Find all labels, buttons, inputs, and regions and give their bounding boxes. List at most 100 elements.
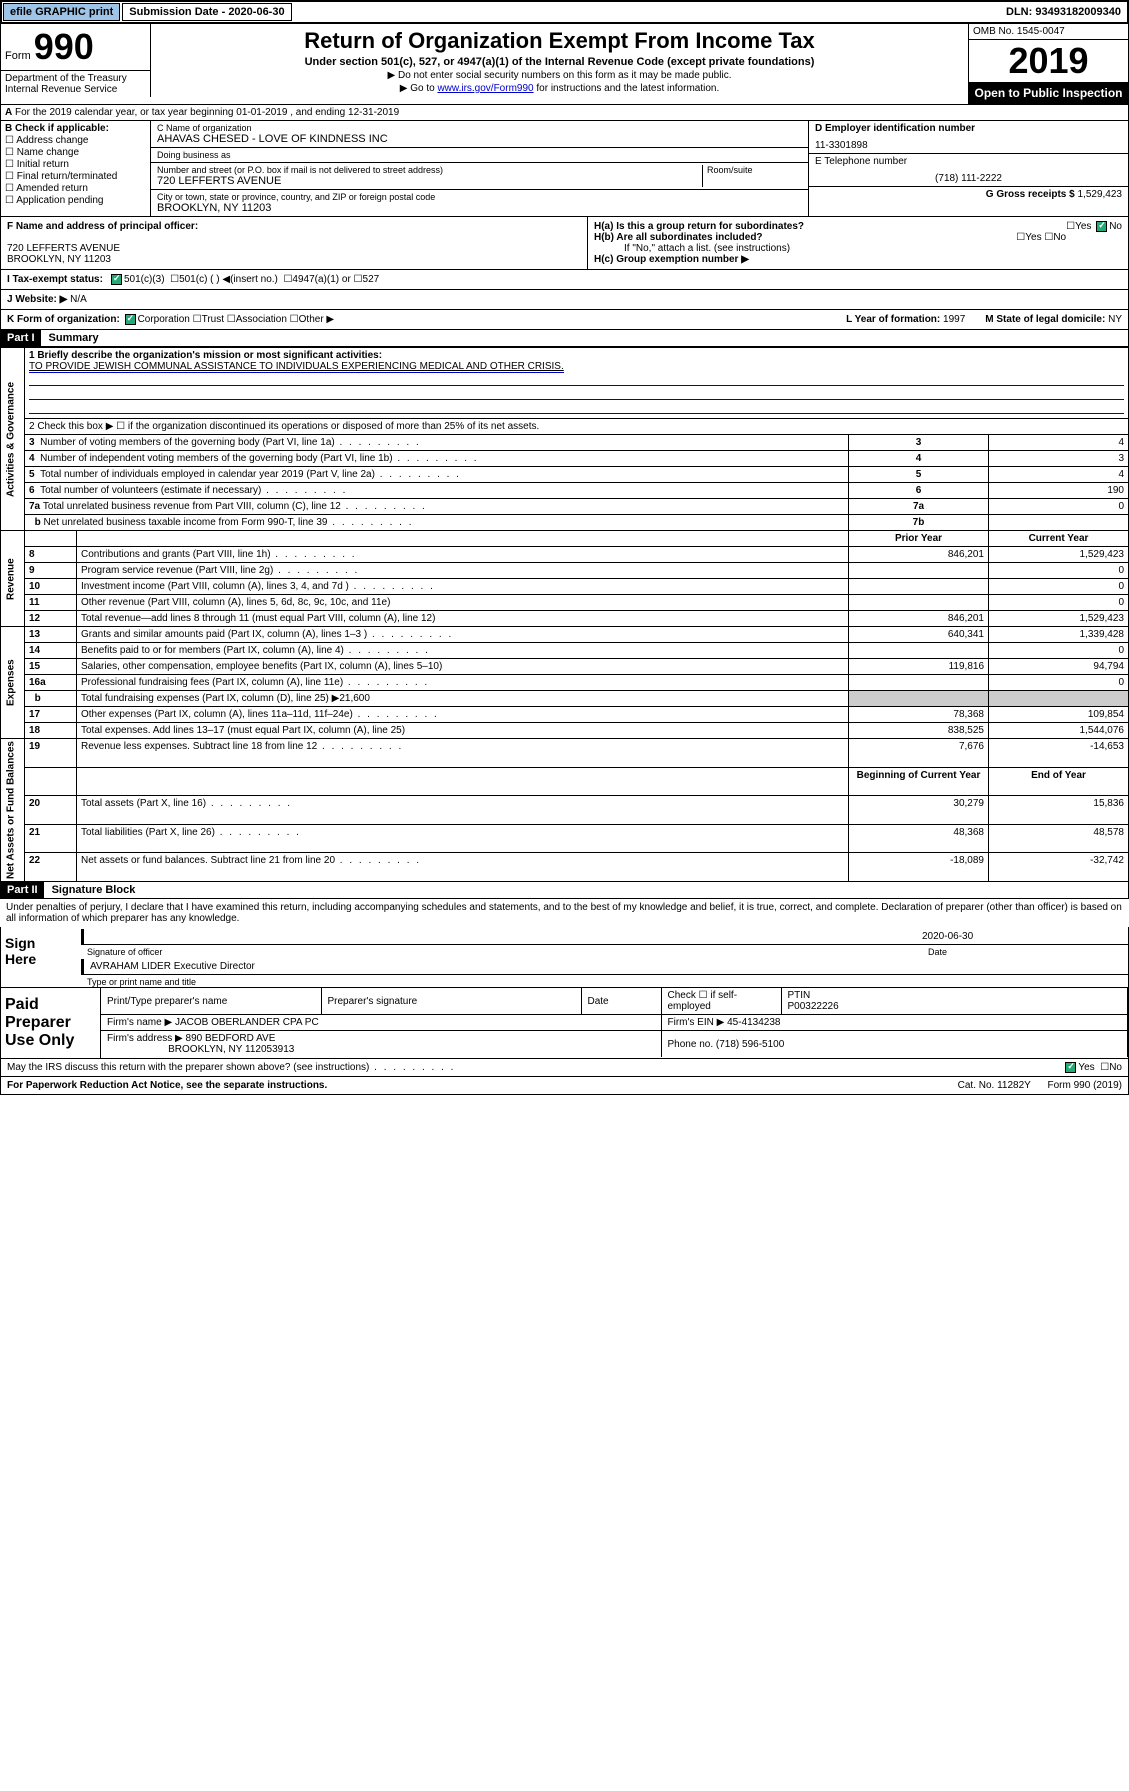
l19-curr: -14,653: [989, 739, 1129, 768]
chk-501c3[interactable]: [111, 274, 122, 285]
tax-year-big: 2019: [969, 40, 1128, 82]
l21-end: 48,578: [989, 824, 1129, 853]
footer: For Paperwork Reduction Act Notice, see …: [0, 1077, 1129, 1095]
sign-date: 2020-06-30: [922, 931, 1122, 942]
org-name-label: C Name of organization: [157, 123, 802, 133]
chk-discuss-yes[interactable]: [1065, 1062, 1076, 1073]
hb-label: H(b) Are all subordinates included?: [594, 232, 763, 243]
topbar: efile GRAPHIC print Submission Date - 20…: [0, 0, 1129, 24]
form-label: Form: [5, 50, 31, 62]
l15-prior: 119,816: [849, 659, 989, 675]
l14-curr: 0: [989, 643, 1129, 659]
officer-addr2: BROOKLYN, NY 11203: [7, 254, 111, 265]
note1: ▶ Do not enter social security numbers o…: [155, 70, 964, 81]
telephone: (718) 111-2222: [815, 173, 1122, 184]
firm-name: JACOB OBERLANDER CPA PC: [175, 1017, 319, 1028]
officer-name: AVRAHAM LIDER Executive Director: [90, 961, 255, 972]
chk-name[interactable]: ☐ Name change: [5, 147, 146, 158]
l7b-val: [989, 515, 1129, 531]
dln: DLN: 93493182009340: [1000, 4, 1127, 20]
l22-end: -32,742: [989, 853, 1129, 882]
firm-ein: 45-4134238: [727, 1017, 780, 1028]
l19-prior: 7,676: [849, 739, 989, 768]
omb-number: OMB No. 1545-0047: [969, 24, 1128, 40]
note2-pre: ▶ Go to: [400, 83, 438, 94]
l7a-val: 0: [989, 499, 1129, 515]
f-label: F Name and address of principal officer:: [7, 221, 198, 232]
gross-receipts: 1,529,423: [1078, 189, 1123, 200]
org-name: AHAVAS CHESED - LOVE OF KINDNESS INC: [157, 133, 802, 145]
dept-treasury: Department of the Treasury Internal Reve…: [1, 70, 151, 97]
tax-year-line: A For the 2019 calendar year, or tax yea…: [0, 105, 1129, 121]
paid-label: Paid Preparer Use Only: [1, 988, 101, 1058]
year-formation: 1997: [943, 314, 965, 325]
l12-curr: 1,529,423: [989, 611, 1129, 627]
paid-preparer-block: Paid Preparer Use Only Print/Type prepar…: [0, 988, 1129, 1059]
gross-label: G Gross receipts $: [986, 189, 1075, 200]
chk-amended[interactable]: ☐ Amended return: [5, 183, 146, 194]
chk-pending[interactable]: ☐ Application pending: [5, 195, 146, 206]
l9-curr: 0: [989, 563, 1129, 579]
mission: TO PROVIDE JEWISH COMMUNAL ASSISTANCE TO…: [29, 361, 564, 373]
officer-addr1: 720 LEFFERTS AVENUE: [7, 243, 120, 254]
ptin: P00322226: [788, 1001, 839, 1012]
l5-val: 4: [989, 467, 1129, 483]
note2-post: for instructions and the latest informat…: [536, 83, 719, 94]
summary-table: Activities & Governance 1 Briefly descri…: [0, 347, 1129, 882]
chk-initial[interactable]: ☐ Initial return: [5, 159, 146, 170]
dba-label: Doing business as: [157, 150, 802, 160]
l10-curr: 0: [989, 579, 1129, 595]
l22-beg: -18,089: [849, 853, 989, 882]
l20-beg: 30,279: [849, 796, 989, 825]
chk-final[interactable]: ☐ Final return/terminated: [5, 171, 146, 182]
form-header: Form 990 Department of the Treasury Inte…: [0, 24, 1129, 105]
l18-prior: 838,525: [849, 723, 989, 739]
sign-here-label: Sign Here: [1, 927, 71, 987]
status-row: I Tax-exempt status: 501(c)(3) ☐ 501(c) …: [0, 270, 1129, 290]
hc-label: H(c) Group exemption number ▶: [594, 254, 749, 265]
ein: 11-3301898: [815, 140, 1122, 151]
form-number: 990: [34, 26, 94, 67]
part2-header: Part II Signature Block: [0, 882, 1129, 899]
ha-label: H(a) Is this a group return for subordin…: [594, 221, 804, 232]
l11-curr: 0: [989, 595, 1129, 611]
line2: 2 Check this box ▶ ☐ if the organization…: [25, 419, 1129, 435]
submission-date: Submission Date - 2020-06-30: [122, 3, 291, 21]
efile-button[interactable]: efile GRAPHIC print: [3, 3, 120, 21]
state-domicile: NY: [1108, 314, 1122, 325]
l16a-curr: 0: [989, 675, 1129, 691]
fg-row: F Name and address of principal officer:…: [0, 217, 1129, 270]
website-row: J Website: ▶ N/A: [0, 290, 1129, 310]
perjury-declaration: Under penalties of perjury, I declare th…: [0, 899, 1129, 927]
chk-corp[interactable]: [125, 314, 136, 325]
l17-curr: 109,854: [989, 707, 1129, 723]
l12-prior: 846,201: [849, 611, 989, 627]
discuss-row: May the IRS discuss this return with the…: [0, 1059, 1129, 1077]
website: N/A: [70, 294, 87, 305]
l15-curr: 94,794: [989, 659, 1129, 675]
city-label: City or town, state or province, country…: [157, 192, 802, 202]
korg-row: K Form of organization: Corporation ☐ Tr…: [0, 310, 1129, 330]
open-public: Open to Public Inspection: [969, 82, 1128, 104]
part1-header: Part I Summary: [0, 330, 1129, 347]
section-governance: Activities & Governance: [1, 348, 25, 531]
section-revenue: Revenue: [1, 531, 25, 627]
ein-label: D Employer identification number: [815, 123, 975, 134]
l17-prior: 78,368: [849, 707, 989, 723]
chk-address[interactable]: ☐ Address change: [5, 135, 146, 146]
signature-block: Sign Here 2020-06-30 Signature of office…: [0, 927, 1129, 988]
form-title: Return of Organization Exempt From Incom…: [155, 28, 964, 54]
colb-label: B Check if applicable:: [5, 123, 109, 134]
l6-val: 190: [989, 483, 1129, 499]
form990-link[interactable]: www.irs.gov/Form990: [437, 83, 533, 94]
l8-prior: 846,201: [849, 547, 989, 563]
firm-phone: (718) 596-5100: [716, 1039, 784, 1050]
l4-val: 3: [989, 451, 1129, 467]
section-expenses: Expenses: [1, 627, 25, 739]
l20-end: 15,836: [989, 796, 1129, 825]
entity-block: B Check if applicable: ☐ Address change …: [0, 121, 1129, 217]
firm-addr: 890 BEDFORD AVE: [186, 1033, 276, 1044]
l13-curr: 1,339,428: [989, 627, 1129, 643]
addr-label: Number and street (or P.O. box if mail i…: [157, 165, 702, 175]
l13-prior: 640,341: [849, 627, 989, 643]
